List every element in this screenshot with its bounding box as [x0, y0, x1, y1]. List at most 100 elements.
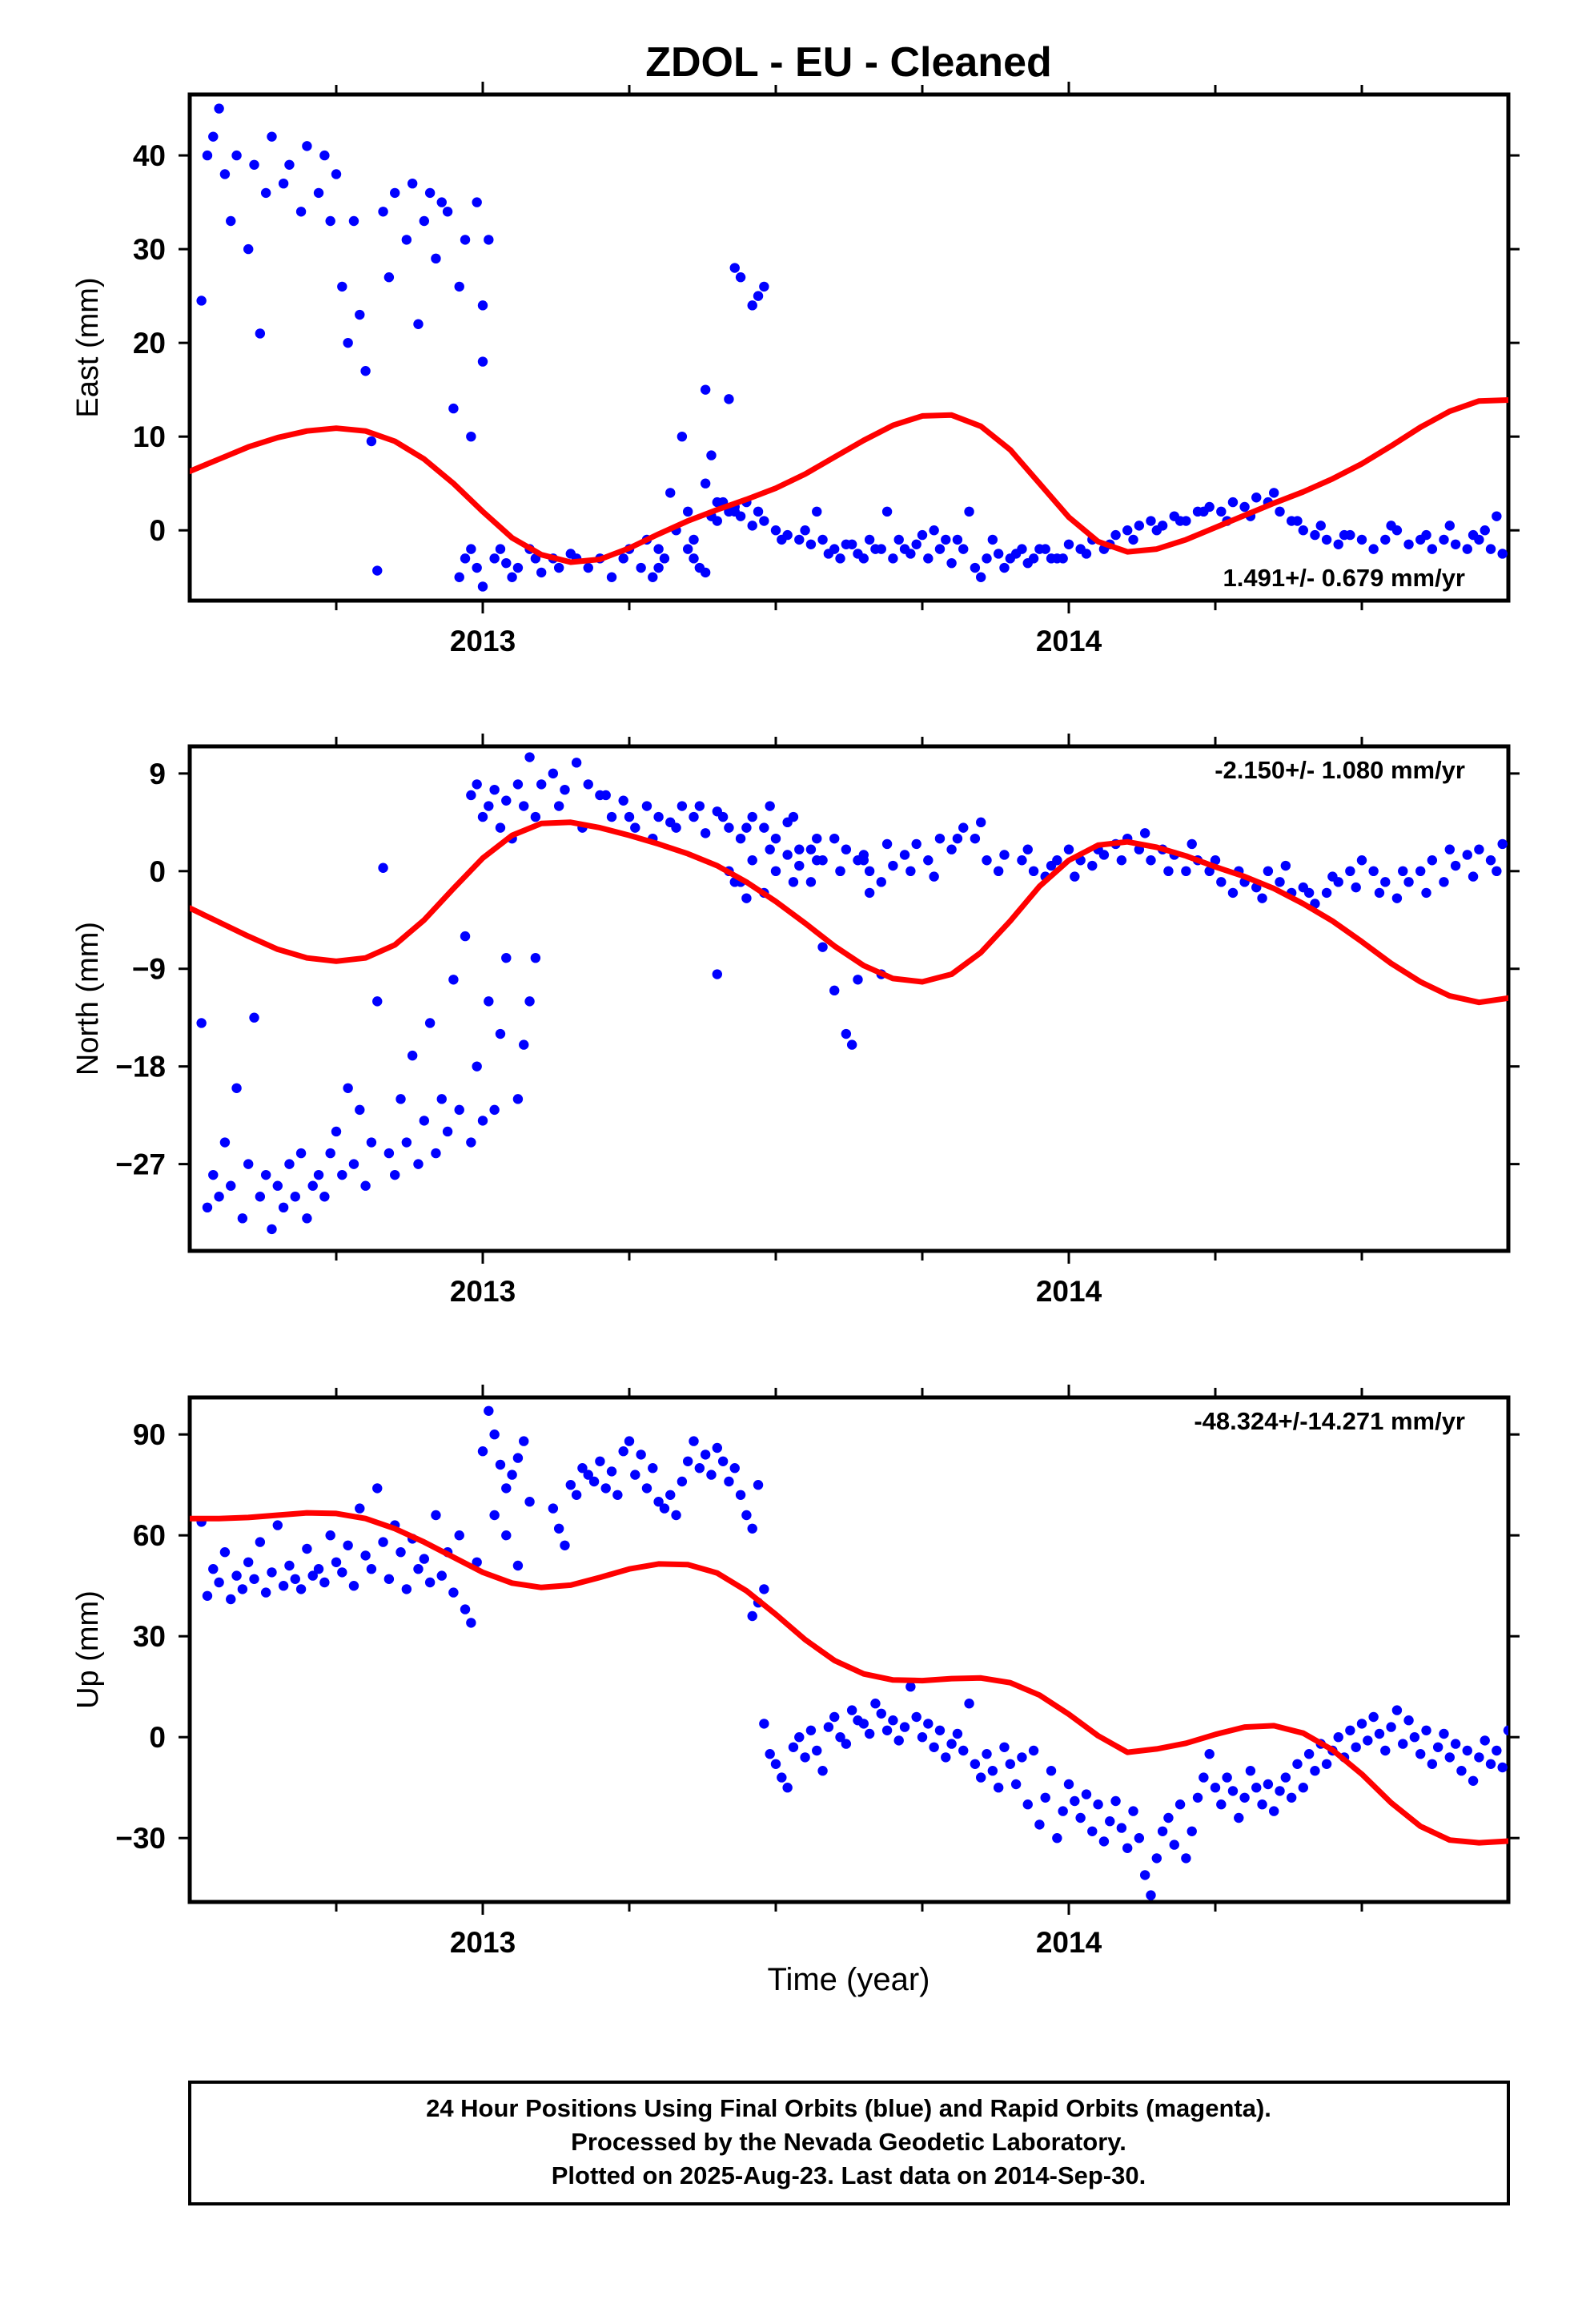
- up-x-tick-label: 2013: [450, 1926, 516, 1959]
- east-data-point: [1450, 539, 1461, 549]
- up-data-point: [1052, 1833, 1062, 1844]
- east-data-point: [1174, 516, 1186, 526]
- north-data-point: [846, 1039, 857, 1050]
- east-data-point: [501, 557, 512, 569]
- up-data-point: [1046, 1766, 1057, 1776]
- up-data-point: [1286, 1792, 1297, 1803]
- north-data-point: [841, 1028, 852, 1039]
- up-data-point: [1398, 1739, 1408, 1749]
- north-data-point: [1227, 887, 1239, 899]
- north-data-point: [284, 1159, 295, 1169]
- east-data-point: [700, 384, 711, 395]
- east-data-point: [343, 337, 353, 348]
- east-data-point: [472, 562, 482, 573]
- north-y-tick-label: 9: [149, 758, 166, 790]
- east-data-point: [934, 544, 946, 554]
- up-data-point: [343, 1540, 353, 1551]
- north-data-point: [1116, 855, 1127, 866]
- north-data-point: [1046, 860, 1057, 871]
- east-data-point: [606, 572, 617, 582]
- east-data-point: [794, 534, 805, 545]
- up-data-point: [741, 1510, 752, 1521]
- up-plot-frame: [187, 1395, 1511, 1904]
- east-data-point: [618, 553, 628, 564]
- north-data-point: [202, 1202, 213, 1213]
- north-data-point: [677, 801, 688, 811]
- up-data-point: [1421, 1725, 1431, 1735]
- east-data-point: [1315, 521, 1326, 531]
- up-data-point: [624, 1436, 635, 1446]
- east-y-axis-label: East (mm): [71, 277, 105, 417]
- north-data-point: [231, 1083, 242, 1093]
- north-data-point: [864, 866, 875, 877]
- up-data-point: [495, 1459, 506, 1470]
- up-data-point: [1058, 1806, 1068, 1816]
- up-data-point: [677, 1476, 688, 1487]
- north-data-point: [1204, 866, 1215, 877]
- north-data-point: [372, 996, 383, 1007]
- east-data-point: [226, 215, 236, 227]
- up-data-point: [507, 1470, 517, 1480]
- up-data-point: [512, 1560, 524, 1571]
- up-data-point: [1503, 1725, 1508, 1735]
- up-data-point: [724, 1476, 734, 1487]
- north-data-point: [424, 1018, 436, 1028]
- up-data-point: [881, 1725, 893, 1735]
- up-data-point: [219, 1547, 231, 1558]
- north-data-point: [560, 784, 570, 795]
- up-data-point: [272, 1520, 283, 1530]
- up-data-point: [1351, 1742, 1361, 1752]
- up-data-point: [484, 1405, 494, 1417]
- east-data-point: [295, 207, 307, 217]
- east-data-point: [700, 567, 711, 578]
- up-data-point: [460, 1604, 471, 1614]
- up-data-point: [987, 1766, 998, 1776]
- east-data-point: [1239, 501, 1250, 513]
- up-data-point: [665, 1490, 676, 1501]
- up-data-point: [477, 1446, 488, 1457]
- up-data-point: [313, 1564, 324, 1574]
- up-data-point: [1034, 1819, 1045, 1830]
- up-data-point: [1462, 1745, 1472, 1756]
- east-data-point: [1356, 534, 1367, 545]
- up-data-point: [396, 1547, 406, 1558]
- north-data-point: [448, 975, 459, 985]
- up-data-point: [565, 1480, 576, 1490]
- north-data-point: [454, 1104, 464, 1116]
- east-data-point: [1485, 544, 1496, 554]
- north-data-point: [1139, 828, 1150, 838]
- north-data-point: [484, 801, 494, 811]
- up-data-point: [747, 1610, 757, 1622]
- north-data-point: [524, 996, 535, 1007]
- east-data-point: [729, 263, 740, 273]
- up-data-point: [1081, 1789, 1092, 1799]
- east-data-point: [735, 272, 746, 283]
- up-data-point: [571, 1490, 582, 1501]
- east-data-point: [812, 506, 822, 517]
- north-data-point: [1146, 855, 1156, 866]
- north-data-point: [600, 790, 611, 801]
- north-data-point: [1450, 860, 1461, 871]
- north-data-point: [501, 952, 512, 963]
- up-data-point: [501, 1483, 512, 1494]
- north-data-point: [946, 844, 957, 854]
- east-data-point: [553, 562, 564, 573]
- north-data-point: [419, 1116, 429, 1126]
- up-data-point: [812, 1745, 822, 1756]
- up-data-point: [214, 1577, 224, 1588]
- up-data-point: [1227, 1786, 1239, 1796]
- up-data-point: [747, 1523, 757, 1534]
- north-data-point: [1070, 871, 1080, 882]
- north-data-point: [378, 862, 388, 873]
- up-data-point: [817, 1766, 828, 1776]
- east-data-point: [1081, 549, 1092, 559]
- up-data-point: [1509, 1749, 1519, 1759]
- north-data-point: [724, 822, 734, 833]
- up-data-point: [600, 1483, 611, 1494]
- north-data-point: [519, 801, 529, 811]
- up-data-point: [612, 1490, 623, 1501]
- up-data-point: [1391, 1705, 1403, 1715]
- up-data-point: [917, 1732, 928, 1743]
- north-data-point: [1415, 866, 1426, 877]
- up-data-point: [1186, 1826, 1197, 1836]
